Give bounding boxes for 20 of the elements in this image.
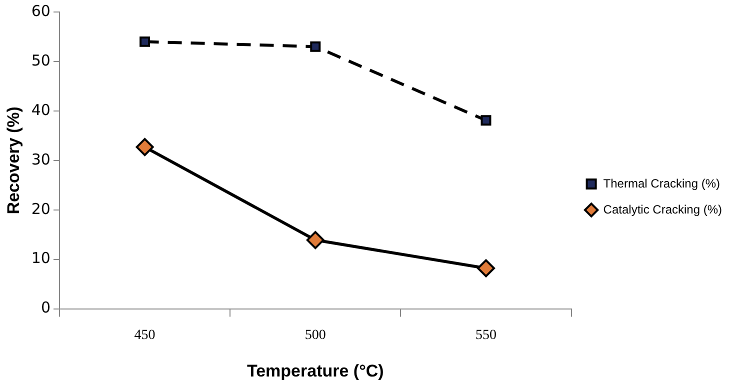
y-tick-label: 60 — [31, 2, 50, 20]
legend-label: Catalytic Cracking (%) — [603, 202, 722, 216]
point — [306, 231, 324, 250]
point — [136, 138, 154, 156]
x-tick-label: 500 — [304, 328, 326, 343]
y-tick-label: 0 — [40, 298, 50, 317]
point — [140, 36, 150, 47]
y-tick-label: 10 — [31, 249, 50, 268]
y-tick-label: 20 — [31, 200, 50, 218]
point — [480, 115, 492, 126]
x-tick-label: 550 — [476, 328, 497, 343]
y-tick-label: 40 — [31, 100, 50, 119]
x-tick-label: 450 — [134, 328, 156, 343]
y-tick-label: 50 — [31, 51, 50, 70]
y-tick-label: 30 — [31, 150, 50, 168]
y-axis-title: Recovery (%) — [4, 106, 23, 214]
point — [310, 41, 321, 52]
legend-label: Thermal Cracking (%) — [603, 176, 720, 190]
x-axis-title: Temperature (°C) — [246, 361, 384, 380]
point — [477, 259, 496, 278]
